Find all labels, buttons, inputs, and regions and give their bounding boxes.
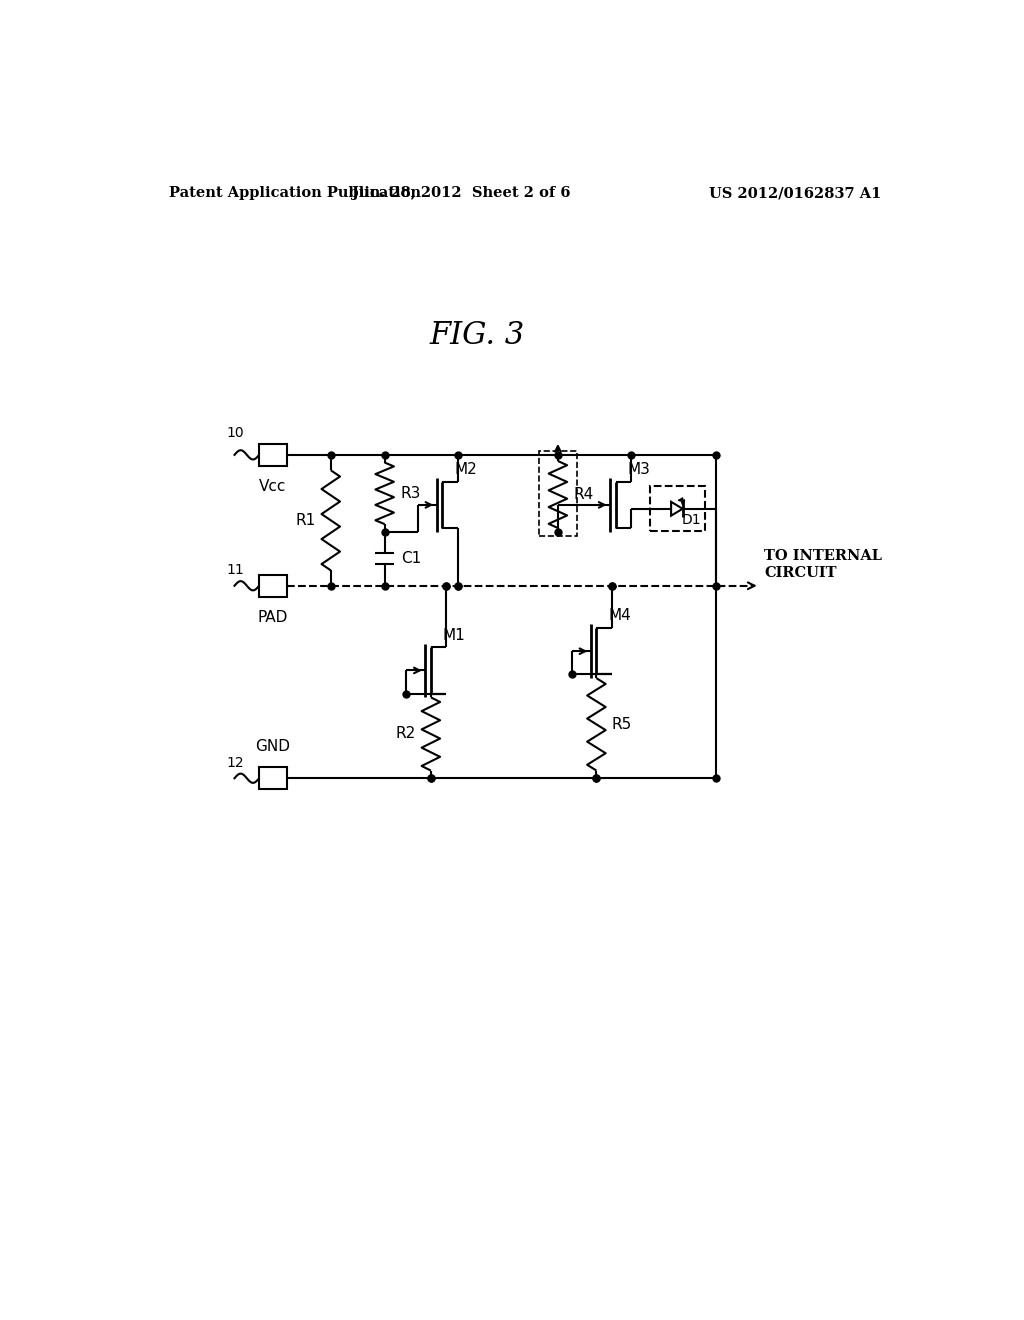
Text: 11: 11	[226, 564, 244, 577]
Text: PAD: PAD	[258, 610, 288, 626]
Bar	[259, 576, 287, 597]
Bar	[259, 767, 287, 789]
Text: M1: M1	[442, 628, 465, 643]
Text: D1: D1	[682, 513, 701, 527]
Text: R4: R4	[573, 487, 594, 502]
Text: R3: R3	[400, 486, 421, 500]
Text: M3: M3	[628, 462, 650, 478]
Text: R1: R1	[295, 512, 315, 528]
Text: 12: 12	[226, 756, 244, 770]
Text: Vcc: Vcc	[259, 479, 287, 495]
Text: C1: C1	[401, 552, 422, 566]
Bar	[649, 487, 705, 531]
Text: Jun. 28, 2012  Sheet 2 of 6: Jun. 28, 2012 Sheet 2 of 6	[352, 186, 571, 201]
Text: US 2012/0162837 A1: US 2012/0162837 A1	[709, 186, 882, 201]
Text: 10: 10	[226, 426, 244, 441]
Text: Patent Application Publication: Patent Application Publication	[169, 186, 421, 201]
Text: TO INTERNAL
CIRCUIT: TO INTERNAL CIRCUIT	[764, 549, 883, 579]
Text: M4: M4	[608, 609, 631, 623]
Polygon shape	[671, 502, 683, 516]
Bar	[539, 451, 578, 536]
Text: M2: M2	[454, 462, 477, 478]
Text: GND: GND	[256, 739, 291, 754]
Text: R5: R5	[611, 717, 632, 731]
Text: FIG. 3: FIG. 3	[429, 319, 524, 351]
Text: R2: R2	[395, 726, 416, 742]
Bar	[259, 444, 287, 466]
